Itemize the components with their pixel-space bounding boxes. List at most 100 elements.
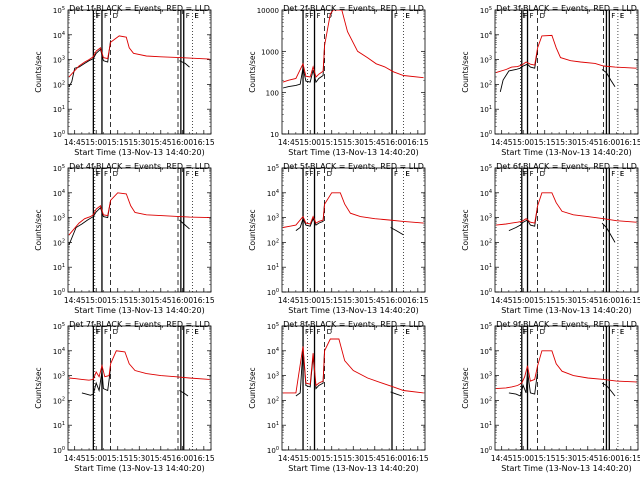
y-tick-label: 102 (267, 396, 279, 405)
x-tick-label: 16:00 (598, 138, 620, 147)
x-tick-label: 15:30 (128, 138, 150, 147)
marker-label: F (186, 170, 190, 178)
marker-label: F (104, 328, 108, 336)
series-segment (390, 227, 404, 236)
marker-label: F (530, 12, 534, 20)
marker-label: F (186, 12, 190, 20)
marker-label: F (194, 328, 198, 336)
series-line-lld (68, 192, 210, 236)
series-group (495, 192, 637, 243)
marker-label: F (524, 12, 528, 20)
marker-lines (519, 326, 619, 450)
x-tick-label: 14:45 (64, 296, 86, 305)
y-tick-label: 105 (480, 164, 492, 173)
series-segment (390, 391, 403, 397)
y-axis-label: Counts/sec (461, 367, 470, 408)
series-group (68, 35, 210, 88)
marker-label: F (394, 170, 398, 178)
marker-label: D (113, 328, 118, 336)
marker-label: F (620, 12, 624, 20)
x-tick-label: 15:15 (321, 138, 343, 147)
y-axis-label: Counts/sec (461, 51, 470, 92)
marker-label: F (97, 328, 101, 336)
y-tick-label: 105 (267, 322, 279, 331)
chart-panel: 14:45 15:00 15:15 15:30 15:45 16:00 16:15 100 10… (461, 162, 640, 315)
x-axis-label: Start Time (13-Nov-13 14:40:20) (501, 464, 631, 473)
marker-lines (92, 10, 193, 134)
marker-label: F (305, 328, 309, 336)
y-tick-label: 10 (270, 131, 279, 139)
x-axis-label: Start Time (13-Nov-13 14:40:20) (501, 148, 631, 157)
x-tick-label: 16:15 (620, 454, 640, 463)
marker-label: F (620, 170, 624, 178)
marker-label: D (540, 170, 545, 178)
y-tick-label: 1000 (261, 48, 279, 56)
y-tick-label: 104 (267, 347, 279, 356)
chart-title: Det 6f-BLACK = Events, RED = LLD (496, 162, 637, 171)
x-tick-label: 14:45 (64, 454, 86, 463)
x-tick-label: 15:00 (85, 296, 107, 305)
x-tick-label: 15:15 (534, 454, 556, 463)
x-axis-label: Start Time (13-Nov-13 14:40:20) (74, 148, 204, 157)
x-tick-label: 16:15 (193, 296, 215, 305)
y-tick-label: 102 (480, 238, 492, 247)
x-tick-label: 15:45 (364, 454, 386, 463)
series-group (283, 338, 424, 397)
marker-label: E (620, 12, 624, 20)
marker-label: F (104, 12, 108, 20)
marker-label: F (309, 12, 313, 20)
y-tick-label: 104 (267, 189, 279, 198)
x-axis-label: Start Time (13-Nov-13 14:40:20) (288, 464, 418, 473)
x-tick-label: 15:00 (299, 138, 321, 147)
marker-label: F (405, 12, 409, 20)
marker-label: F (95, 328, 99, 336)
y-tick-label: 102 (480, 80, 492, 89)
x-tick-label: 15:45 (577, 454, 599, 463)
x-tick-label: 15:15 (107, 138, 129, 147)
y-tick-label: 100 (267, 446, 279, 455)
marker-label: F (522, 170, 526, 178)
series-line-events (295, 348, 326, 397)
marker-label: F (305, 12, 309, 20)
x-tick-label: 15:15 (321, 454, 343, 463)
y-tick-label: 104 (53, 189, 65, 198)
x-tick-label: 16:00 (171, 138, 193, 147)
y-tick-label: 101 (53, 105, 65, 114)
marker-label: F (611, 328, 615, 336)
x-tick-label: 15:15 (534, 138, 556, 147)
marker-label: F (530, 328, 534, 336)
marker-label: F (194, 170, 198, 178)
y-tick-label: 101 (480, 105, 492, 114)
marker-label: F (524, 328, 528, 336)
marker-lines (92, 326, 193, 450)
x-tick-label: 15:45 (364, 296, 386, 305)
y-tick-label: 101 (53, 263, 65, 272)
x-tick-label: 15:45 (577, 296, 599, 305)
x-axis-label: Start Time (13-Nov-13 14:40:20) (288, 148, 418, 157)
marker-label: F (97, 170, 101, 178)
chart-panel: 14:45 15:00 15:15 15:30 15:45 16:00 16:15 10 100… (248, 4, 429, 157)
x-tick-label: 15:00 (299, 454, 321, 463)
x-tick-label: 15:45 (364, 138, 386, 147)
x-tick-label: 15:30 (342, 296, 364, 305)
marker-label: F (530, 170, 534, 178)
y-axis-label: Counts/sec (248, 51, 257, 92)
y-axis-label: Counts/sec (461, 209, 470, 250)
chart-panel: 14:45 15:00 15:15 15:30 15:45 16:00 16:15 100 10… (461, 320, 640, 473)
marker-label: D (113, 12, 118, 20)
series-line-events (282, 44, 326, 89)
x-tick-label: 14:45 (64, 138, 86, 147)
x-tick-label: 16:15 (407, 454, 429, 463)
chart-panel: 14:45 15:00 15:15 15:30 15:45 16:00 16:15 100 10… (34, 320, 215, 473)
x-tick-label: 15:15 (107, 454, 129, 463)
x-tick-label: 16:15 (193, 454, 215, 463)
y-tick-label: 100 (53, 130, 65, 139)
x-tick-label: 16:00 (171, 454, 193, 463)
plot-frame (494, 167, 639, 293)
chart-panel: 14:45 15:00 15:15 15:30 15:45 16:00 16:15 100 10… (248, 320, 429, 473)
x-tick-label: 16:15 (407, 296, 429, 305)
y-tick-label: 103 (480, 214, 492, 223)
y-tick-label: 104 (480, 189, 492, 198)
series-line-lld (283, 338, 424, 394)
chart-title: Det 7f-BLACK = Events, RED = LLD (69, 320, 210, 329)
